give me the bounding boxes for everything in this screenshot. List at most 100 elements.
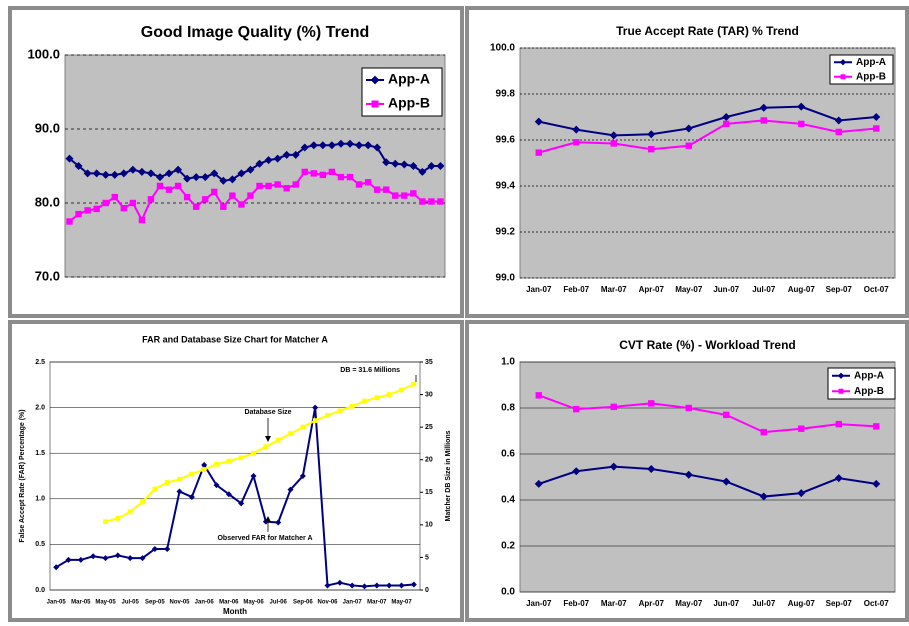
- x-tick-label: Jul-07: [752, 285, 776, 294]
- marker: [146, 169, 155, 178]
- marker: [410, 190, 417, 197]
- marker: [119, 169, 128, 178]
- y-tick-label: 0.6: [501, 449, 515, 460]
- x-tick-label: Jan-06: [195, 600, 215, 606]
- chart-title: Good Image Quality (%) Trend: [141, 24, 369, 41]
- series-line: [538, 394, 877, 434]
- x-tick-label: Oct-07: [864, 599, 889, 608]
- marker: [220, 203, 227, 210]
- marker: [246, 165, 255, 174]
- marker: [312, 404, 319, 411]
- legend-marker: [838, 388, 844, 394]
- y-tick-label: 0.2: [501, 541, 515, 552]
- y-tick-label: 99.4: [496, 181, 516, 192]
- marker: [834, 474, 843, 483]
- marker: [759, 103, 768, 112]
- marker: [127, 555, 134, 562]
- legend-box: [827, 367, 896, 400]
- marker: [648, 400, 655, 407]
- marker: [373, 186, 381, 193]
- x-tick-label: Apr-07: [639, 599, 665, 608]
- marker: [66, 218, 73, 225]
- marker: [346, 173, 354, 181]
- marker: [152, 486, 158, 492]
- y-axis-label: False Accept Rate (FAR) Percentage (%): [19, 409, 26, 542]
- marker: [192, 173, 201, 182]
- marker: [760, 117, 767, 124]
- plot-area: [519, 47, 896, 279]
- marker: [165, 169, 174, 178]
- y2-tick-label: 20: [425, 457, 433, 464]
- marker: [300, 143, 309, 152]
- y-tick-label: 90.0: [35, 120, 60, 135]
- marker: [238, 500, 245, 507]
- x-tick-label: Nov-06: [317, 600, 338, 606]
- x-tick-label: Jul-07: [752, 599, 776, 608]
- x-tick-label: Feb-07: [563, 285, 589, 294]
- marker: [723, 120, 730, 128]
- marker: [319, 171, 327, 179]
- y2-tick-label: 0: [425, 587, 429, 594]
- marker: [361, 583, 368, 590]
- marker: [312, 418, 318, 424]
- marker: [685, 142, 692, 149]
- x-tick-label: Jan-05: [47, 600, 67, 606]
- marker: [238, 455, 244, 461]
- marker: [325, 413, 330, 418]
- legend-label: App-B: [856, 71, 886, 82]
- marker: [328, 168, 336, 176]
- marker: [110, 170, 119, 179]
- marker: [273, 154, 282, 163]
- marker: [219, 176, 228, 185]
- marker: [409, 162, 418, 170]
- marker: [292, 181, 299, 188]
- x-tick-label: Oct-07: [864, 285, 889, 294]
- y-tick-label: 70.0: [35, 268, 60, 283]
- marker: [247, 192, 254, 199]
- marker: [411, 381, 417, 387]
- marker: [265, 182, 272, 190]
- marker: [176, 488, 183, 495]
- marker: [373, 143, 382, 152]
- marker: [156, 182, 164, 190]
- marker: [93, 205, 100, 213]
- marker: [139, 555, 146, 562]
- marker: [183, 174, 192, 183]
- marker: [364, 141, 373, 150]
- x-tick-label: Jan-07: [526, 599, 552, 608]
- marker: [573, 139, 580, 146]
- marker: [174, 165, 183, 174]
- marker: [250, 473, 257, 479]
- series-line: [538, 119, 877, 154]
- x-tick-label: Jul-05: [121, 600, 139, 606]
- marker: [355, 141, 364, 150]
- marker: [722, 477, 731, 486]
- marker: [534, 479, 543, 488]
- y-tick-label: 1.0: [501, 357, 515, 368]
- marker: [151, 545, 158, 552]
- plot-area: [49, 361, 421, 591]
- plot-area: [519, 361, 896, 593]
- marker: [211, 188, 218, 196]
- marker: [647, 464, 656, 473]
- marker: [318, 141, 327, 150]
- marker: [120, 204, 128, 212]
- marker: [213, 482, 220, 489]
- marker: [336, 139, 345, 148]
- y-tick-label: 2.0: [35, 404, 45, 411]
- marker: [263, 444, 269, 450]
- marker: [386, 392, 392, 397]
- marker: [324, 582, 331, 589]
- marker: [398, 582, 405, 589]
- marker: [835, 420, 842, 428]
- marker: [140, 499, 145, 505]
- y-tick-label: 99.2: [496, 227, 516, 238]
- marker: [301, 168, 308, 176]
- marker: [535, 149, 542, 156]
- marker: [759, 492, 768, 501]
- marker: [872, 479, 881, 488]
- marker: [201, 173, 210, 182]
- marker: [428, 198, 435, 205]
- y-tick-label: 0.4: [501, 495, 515, 506]
- marker: [410, 581, 417, 588]
